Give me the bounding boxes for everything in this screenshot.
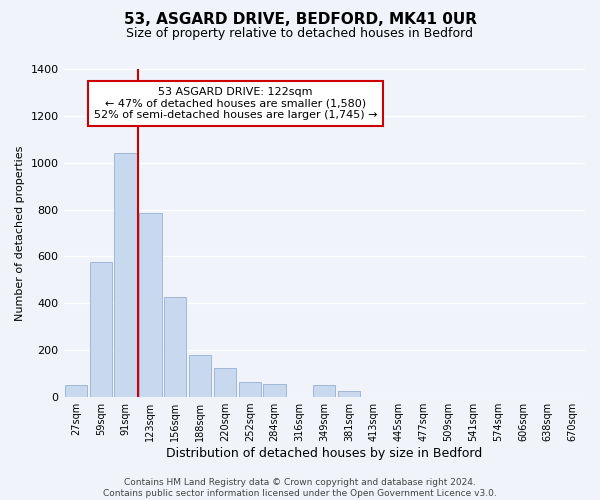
Text: Size of property relative to detached houses in Bedford: Size of property relative to detached ho… <box>127 28 473 40</box>
Text: 53 ASGARD DRIVE: 122sqm
← 47% of detached houses are smaller (1,580)
52% of semi: 53 ASGARD DRIVE: 122sqm ← 47% of detache… <box>94 87 377 120</box>
Bar <box>239 382 261 397</box>
Text: 53, ASGARD DRIVE, BEDFORD, MK41 0UR: 53, ASGARD DRIVE, BEDFORD, MK41 0UR <box>124 12 476 28</box>
Bar <box>313 386 335 397</box>
Bar <box>263 384 286 397</box>
Bar <box>164 298 187 397</box>
Bar <box>89 262 112 397</box>
Text: Contains HM Land Registry data © Crown copyright and database right 2024.
Contai: Contains HM Land Registry data © Crown c… <box>103 478 497 498</box>
Bar <box>65 386 87 397</box>
X-axis label: Distribution of detached houses by size in Bedford: Distribution of detached houses by size … <box>166 447 482 460</box>
Bar <box>115 154 137 397</box>
Y-axis label: Number of detached properties: Number of detached properties <box>15 146 25 320</box>
Bar <box>338 391 360 397</box>
Bar <box>214 368 236 397</box>
Bar <box>139 213 161 397</box>
Bar <box>189 355 211 397</box>
